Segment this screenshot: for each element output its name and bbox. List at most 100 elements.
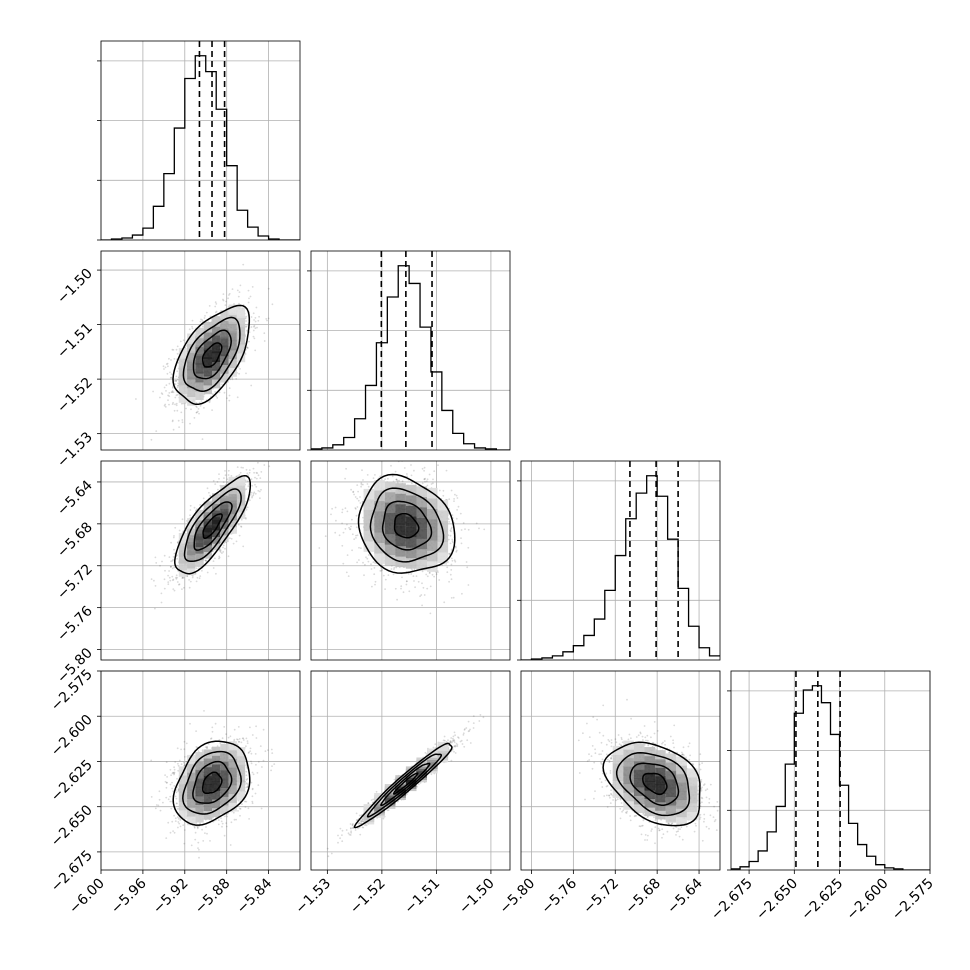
sample-point: [346, 554, 349, 556]
sample-point: [170, 391, 173, 393]
sample-point: [356, 561, 358, 564]
sample-point: [460, 537, 462, 539]
sample-point: [191, 576, 194, 579]
sample-point: [442, 489, 445, 492]
sample-point: [451, 538, 454, 541]
density-cell: [203, 383, 212, 395]
sample-point: [176, 352, 179, 355]
density-cell: [203, 508, 212, 519]
sample-point: [450, 578, 453, 581]
sample-point: [387, 477, 389, 480]
density-cell: [178, 539, 188, 551]
sample-point: [433, 470, 436, 473]
sample-point: [407, 572, 410, 575]
density-cell: [203, 514, 212, 526]
sample-point: [189, 580, 192, 583]
sample-point: [216, 481, 219, 483]
sample-point: [190, 408, 192, 411]
hist-panel-2: [517, 460, 721, 661]
sample-point: [249, 499, 251, 502]
sample-point: [166, 372, 169, 375]
sample-point: [381, 569, 383, 571]
sample-point: [250, 384, 253, 387]
sample-point: [382, 574, 385, 577]
sample-point: [171, 391, 174, 394]
density-cell: [220, 498, 229, 509]
density-cell: [195, 529, 204, 541]
density-cell: [220, 531, 229, 543]
density-cell: [187, 368, 196, 380]
sample-point: [355, 526, 358, 529]
sample-point: [168, 395, 171, 397]
sample-point: [173, 589, 176, 592]
sample-point: [425, 573, 428, 576]
sample-point: [206, 571, 209, 574]
density-cell: [195, 556, 204, 567]
sample-point: [391, 475, 394, 478]
sample-point: [410, 573, 413, 575]
sample-point: [251, 484, 254, 487]
sample-point: [227, 555, 230, 558]
sample-point: [426, 587, 429, 590]
sample-point: [250, 457, 252, 459]
scatter-panel-1-2: [310, 458, 511, 661]
sample-point: [391, 458, 393, 460]
sample-point: [163, 368, 165, 370]
sample-point: [253, 337, 256, 340]
sample-point: [421, 570, 424, 573]
sample-point: [160, 392, 163, 394]
sample-point: [374, 583, 376, 586]
sample-point: [354, 496, 357, 498]
sample-point: [394, 470, 397, 473]
sample-point: [165, 384, 168, 387]
sample-point: [195, 580, 198, 583]
sample-point: [413, 469, 415, 472]
sample-point: [230, 537, 233, 540]
sample-point: [164, 366, 167, 369]
hist-frame-2: [520, 460, 721, 661]
sample-point: [459, 512, 462, 515]
sample-point: [164, 569, 166, 572]
sample-point: [222, 551, 225, 553]
density-cell: [228, 366, 237, 377]
sample-point: [172, 588, 175, 590]
sample-point: [455, 517, 458, 520]
sample-point: [175, 379, 178, 382]
density-cell: [236, 475, 246, 486]
density-cell: [212, 533, 221, 544]
sample-point: [367, 560, 370, 563]
sample-point: [448, 552, 451, 555]
sample-point: [169, 371, 171, 374]
sample-point: [247, 485, 250, 487]
sample-point: [354, 507, 357, 509]
density-cell: [212, 499, 221, 511]
sample-point: [252, 467, 255, 470]
sample-point: [175, 578, 178, 580]
sample-point: [255, 306, 258, 309]
sample-point: [268, 465, 271, 468]
sample-point: [224, 547, 226, 550]
sample-point: [201, 438, 204, 440]
sample-point: [188, 586, 191, 589]
sample-point: [181, 577, 184, 579]
sample-point: [452, 541, 454, 544]
sample-point: [351, 518, 353, 521]
sample-point: [483, 528, 486, 531]
sample-point: [224, 474, 227, 477]
density-cell: [212, 513, 221, 524]
sample-point: [247, 289, 250, 292]
sample-point: [212, 480, 215, 482]
sample-point: [466, 566, 469, 569]
sample-point: [341, 511, 344, 514]
sample-point: [259, 497, 261, 500]
sample-point: [188, 579, 191, 581]
sample-point: [366, 483, 369, 485]
sample-point: [196, 576, 199, 579]
sample-point: [171, 559, 174, 562]
sample-point: [248, 469, 251, 471]
sample-point: [465, 561, 468, 563]
sample-point: [387, 574, 390, 576]
sample-point: [228, 294, 230, 296]
sample-point: [349, 528, 351, 531]
sample-point: [346, 523, 348, 526]
